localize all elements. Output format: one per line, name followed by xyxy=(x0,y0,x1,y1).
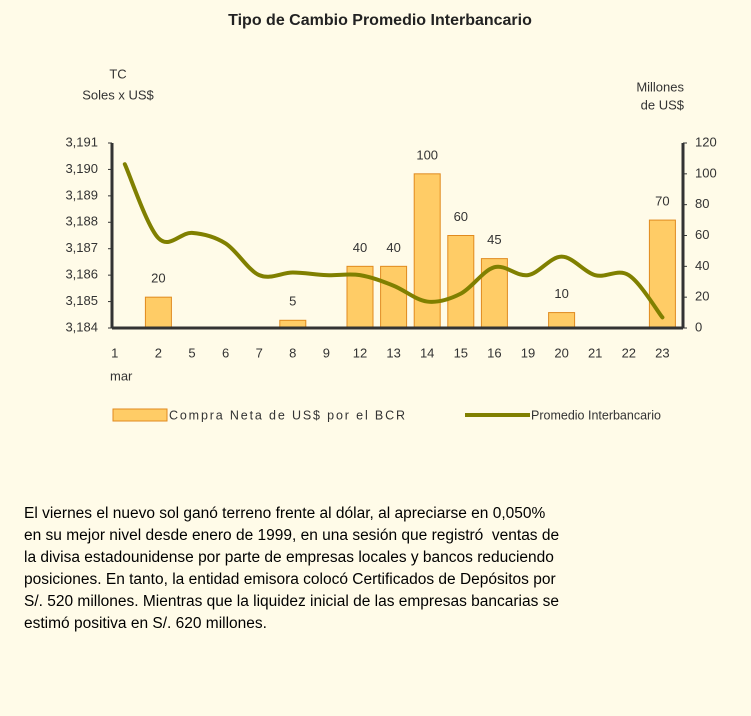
bar xyxy=(413,173,441,329)
x-tick-label: 22 xyxy=(622,345,636,360)
bar xyxy=(648,219,676,329)
data-label: 20 xyxy=(151,271,165,286)
chart: Tipo de Cambio Promedio Interbancario TC… xyxy=(65,12,717,422)
y-axis-label: TC xyxy=(109,66,126,81)
y2-tick-label: 0 xyxy=(695,319,702,334)
data-label: 40 xyxy=(353,240,367,255)
legend-label: Promedio Interbancario xyxy=(531,408,661,422)
data-label: 70 xyxy=(655,194,669,209)
x-tick-label: 19 xyxy=(521,345,535,360)
data-label: 40 xyxy=(386,240,400,255)
line xyxy=(122,162,665,320)
x-tick-label: 20 xyxy=(554,345,568,360)
x-tick-label: 8 xyxy=(289,345,296,360)
data-label: 60 xyxy=(454,209,468,224)
paragraph: El viernes el nuevo sol ganó terreno fre… xyxy=(24,503,751,635)
y2-axis-label: de US$ xyxy=(641,97,685,112)
text-line: S/. 520 millones. Mientras que la liquid… xyxy=(24,593,560,610)
x-tick-label: 1 xyxy=(111,345,118,360)
y-tick-label: 3,191 xyxy=(65,134,98,149)
text-line: estimó positiva en S/. 620 millones. xyxy=(24,615,267,632)
y2-tick-label: 60 xyxy=(695,227,709,242)
data-label: 10 xyxy=(554,286,568,301)
y-tick-label: 3,185 xyxy=(65,293,98,308)
y2-tick-label: 100 xyxy=(695,165,717,180)
y2-tick-label: 40 xyxy=(695,258,709,273)
legend-swatch xyxy=(112,408,168,422)
x-tick-label: 15 xyxy=(454,345,468,360)
x-tick-label: 16 xyxy=(487,345,501,360)
y-tick-label: 3,187 xyxy=(65,240,98,255)
y-tick-label: 3,186 xyxy=(65,267,98,282)
y2-tick-label: 80 xyxy=(695,196,709,211)
legend-label: Compra Neta de US$ por el BCR xyxy=(169,408,405,422)
y-axis-label: Soles x US$ xyxy=(82,87,154,102)
text-line: la divisa estadounidense por parte de em… xyxy=(24,549,554,566)
data-label: 5 xyxy=(289,294,296,309)
x-tick-label: 13 xyxy=(386,345,400,360)
y-tick-label: 3,188 xyxy=(65,214,98,229)
y-tick-label: 3,184 xyxy=(65,319,98,334)
data-label: 45 xyxy=(487,232,501,247)
y2-tick-label: 120 xyxy=(695,134,717,149)
y-tick-label: 3,189 xyxy=(65,187,98,202)
bar xyxy=(548,312,576,329)
x-tick-label: 23 xyxy=(655,345,669,360)
x-tick-label: 9 xyxy=(323,345,330,360)
chart-title: Tipo de Cambio Promedio Interbancario xyxy=(228,12,532,29)
y2-tick-label: 20 xyxy=(695,289,709,304)
bar xyxy=(144,296,172,329)
text-line: en su mejor nivel desde enero de 1999, e… xyxy=(24,527,560,544)
y-tick-label: 3,190 xyxy=(65,161,98,176)
x-tick-label: 7 xyxy=(256,345,263,360)
y2-axis-label: Millones xyxy=(636,79,684,94)
bar xyxy=(447,235,475,329)
bar xyxy=(380,265,408,329)
data-label: 100 xyxy=(416,147,438,162)
text-line: posiciones. En tanto, la entidad emisora… xyxy=(24,571,556,588)
x-tick-label: 21 xyxy=(588,345,602,360)
x-tick-label: 14 xyxy=(420,345,434,360)
x-tick-label: 6 xyxy=(222,345,229,360)
x-tick-label: 2 xyxy=(155,345,162,360)
x-tick-label: 5 xyxy=(188,345,195,360)
x-tick-label: 12 xyxy=(353,345,367,360)
text-line: El viernes el nuevo sol ganó terreno fre… xyxy=(24,505,546,522)
x-annotation: mar xyxy=(110,368,133,383)
